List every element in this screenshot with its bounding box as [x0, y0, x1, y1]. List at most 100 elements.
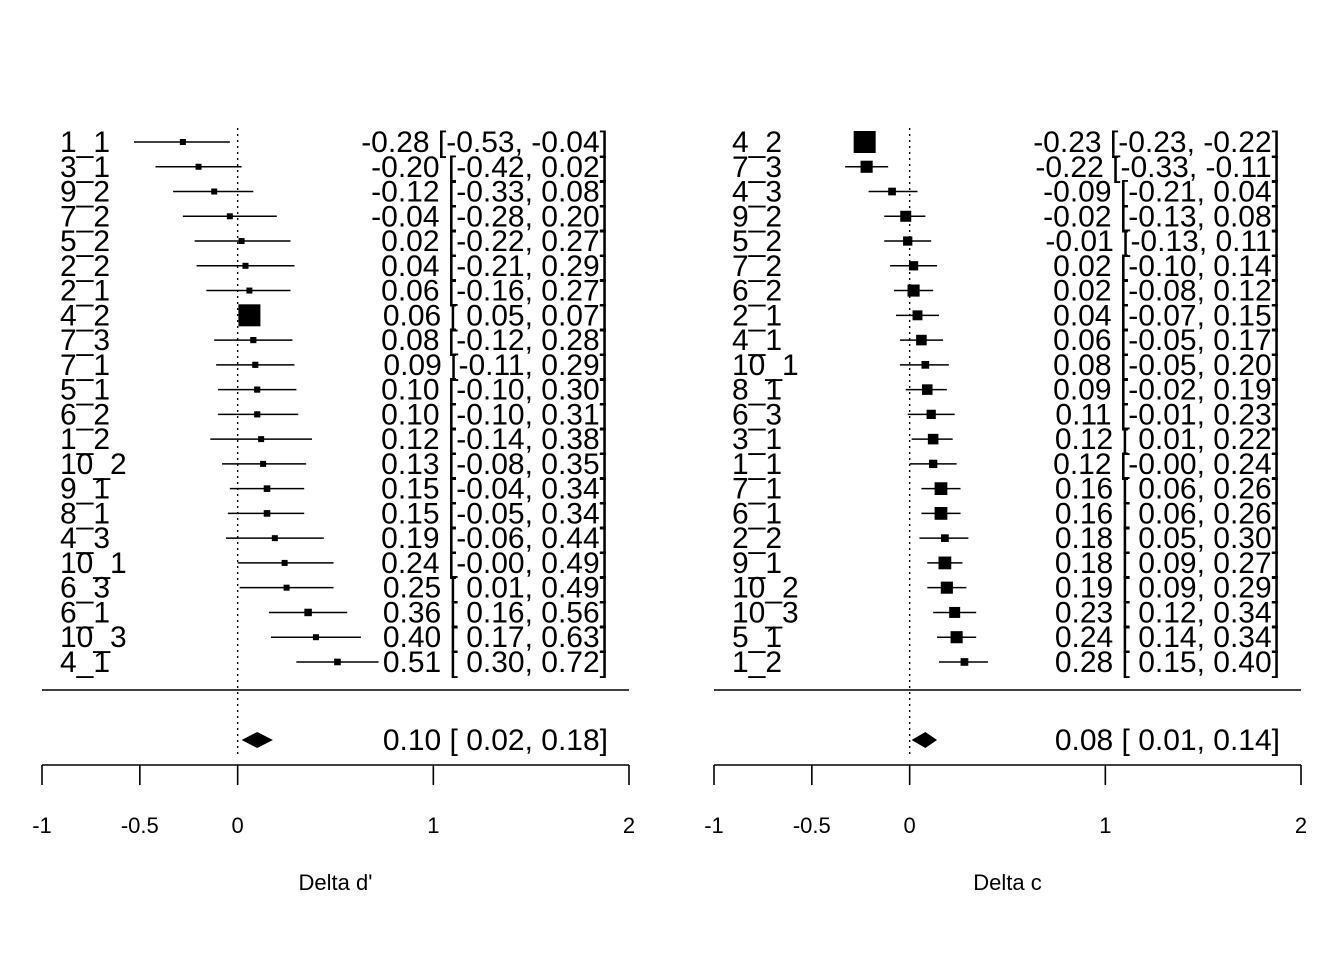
study-row: 2_1 0.06 [-0.16, 0.27]	[60, 275, 608, 308]
estimate-text: 0.08 [-0.05, 0.20]	[1053, 349, 1280, 382]
study-label: 6_3	[60, 572, 110, 605]
study-row: 2_2 0.18 [ 0.05, 0.30]	[732, 522, 1280, 555]
study-row: 4_3 0.19 [-0.06, 0.44]	[60, 522, 608, 555]
study-label: 4_1	[732, 324, 782, 357]
study-label: 9_1	[60, 473, 110, 506]
estimate-square	[912, 310, 923, 321]
estimate-square	[950, 631, 963, 644]
study-label: 6_3	[732, 398, 782, 431]
study-label: 6_2	[60, 398, 110, 431]
study-label: 6_1	[60, 596, 110, 629]
estimate-text: 0.13 [-0.08, 0.35]	[381, 448, 608, 481]
study-label: 10_2	[732, 572, 799, 605]
study-row: 2_2 0.04 [-0.21, 0.29]	[60, 250, 608, 283]
estimate-text: 0.24 [ 0.14, 0.34]	[1055, 621, 1280, 654]
estimate-text: 0.11 [-0.01, 0.23]	[1055, 398, 1280, 431]
estimate-text: 0.36 [ 0.16, 0.56]	[383, 596, 608, 629]
summary-text: 0.10 [ 0.02, 0.18]	[383, 724, 608, 757]
summary-diamond	[911, 732, 938, 748]
estimate-square	[926, 409, 936, 419]
study-label: 6_1	[732, 497, 782, 530]
study-row: 8_1 0.15 [-0.05, 0.34]	[60, 497, 608, 530]
estimate-text: 0.06 [ 0.05, 0.07]	[383, 299, 608, 332]
study-label: 9_1	[732, 547, 782, 580]
study-row: 4_3 -0.09 [-0.21, 0.04]	[732, 176, 1280, 209]
estimate-square	[271, 535, 278, 542]
study-row: 8_1 0.09 [-0.02, 0.19]	[732, 374, 1280, 407]
x-tick-label: -1	[704, 813, 724, 838]
estimate-text: 0.06 [-0.05, 0.17]	[1053, 324, 1280, 357]
estimate-text: -0.20 [-0.42, 0.02]	[371, 151, 608, 184]
study-row: 4_1 0.51 [ 0.30, 0.72]	[60, 646, 608, 679]
study-label: 2_2	[60, 250, 110, 283]
estimate-square	[960, 658, 969, 666]
estimate-square	[900, 210, 912, 222]
study-row: 9_2 -0.12 [-0.33, 0.08]	[60, 176, 608, 209]
study-row: 5_2 -0.01 [-0.13, 0.11]	[732, 225, 1280, 258]
study-label: 3_1	[732, 423, 782, 456]
estimate-text: -0.01 [-0.13, 0.11]	[1045, 225, 1280, 258]
x-tick-label: 1	[1099, 813, 1111, 838]
study-label: 1_1	[60, 126, 110, 159]
estimate-text: 0.12 [ 0.01, 0.22]	[1055, 423, 1280, 456]
study-label: 2_1	[732, 299, 782, 332]
estimate-text: 0.09 [-0.11, 0.29]	[383, 349, 608, 382]
estimate-square	[860, 160, 873, 173]
estimate-square	[907, 284, 920, 297]
study-row: 7_1 0.09 [-0.11, 0.29]	[60, 349, 608, 382]
study-label: 10_3	[732, 596, 799, 629]
study-row: 10_2 0.19 [ 0.09, 0.29]	[732, 572, 1280, 605]
study-row: 2_1 0.04 [-0.07, 0.15]	[732, 299, 1280, 332]
estimate-square	[940, 581, 953, 594]
study-label: 10_1	[60, 547, 127, 580]
estimate-square	[238, 238, 245, 245]
estimate-text: 0.02 [-0.22, 0.27]	[381, 225, 608, 258]
study-row: 5_1 0.24 [ 0.14, 0.34]	[732, 621, 1280, 654]
study-row: 6_1 0.16 [ 0.06, 0.26]	[732, 497, 1280, 530]
estimate-square	[304, 608, 312, 617]
study-row: 1_2 0.28 [ 0.15, 0.40]	[732, 646, 1280, 679]
estimate-square	[281, 559, 288, 566]
estimate-text: 0.08 [-0.12, 0.28]	[381, 324, 608, 357]
x-tick-label: -0.5	[121, 813, 159, 838]
study-label: 7_2	[732, 250, 782, 283]
study-row: 6_1 0.36 [ 0.16, 0.56]	[60, 596, 608, 629]
study-row: 1_1 -0.28 [-0.53, -0.04]	[60, 126, 608, 159]
estimate-text: 0.12 [-0.00, 0.24]	[1053, 448, 1280, 481]
estimate-square	[921, 360, 930, 369]
estimate-square	[254, 386, 261, 393]
estimate-square	[927, 433, 939, 445]
forest-panel-2: 4_2 -0.23 [-0.23, -0.22] 7_3 -0.22 [-0.33, …	[704, 126, 1307, 895]
study-label: 10_3	[60, 621, 127, 654]
estimate-square	[211, 188, 218, 195]
study-label: 7_1	[732, 473, 782, 506]
x-tick-label: -0.5	[793, 813, 831, 838]
estimate-text: 0.40 [ 0.17, 0.63]	[383, 621, 608, 654]
estimate-text: 0.10 [-0.10, 0.31]	[381, 398, 608, 431]
estimate-text: 0.04 [-0.21, 0.29]	[381, 250, 608, 283]
x-tick-label: 1	[427, 813, 439, 838]
estimate-text: -0.12 [-0.33, 0.08]	[371, 176, 608, 209]
study-row: 6_2 0.10 [-0.10, 0.31]	[60, 398, 608, 431]
estimate-text: 0.25 [ 0.01, 0.49]	[383, 572, 608, 605]
estimate-square	[260, 460, 267, 467]
study-row: 10_2 0.13 [-0.08, 0.35]	[60, 448, 608, 481]
estimate-text: 0.18 [ 0.09, 0.27]	[1055, 547, 1280, 580]
study-label: 1_1	[732, 448, 782, 481]
study-label: 1_2	[732, 646, 782, 679]
estimate-square	[934, 482, 948, 496]
estimate-square	[312, 634, 319, 641]
study-row: 7_3 0.08 [-0.12, 0.28]	[60, 324, 608, 357]
estimate-text: 0.19 [-0.06, 0.44]	[381, 522, 608, 555]
study-label: 5_1	[60, 374, 110, 407]
study-label: 9_2	[732, 200, 782, 233]
study-row: 10_1 0.24 [-0.00, 0.49]	[60, 547, 608, 580]
estimate-text: 0.24 [-0.00, 0.49]	[381, 547, 608, 580]
x-tick-label: 2	[1295, 813, 1307, 838]
estimate-square	[195, 163, 202, 170]
study-row: 7_2 0.02 [-0.10, 0.14]	[732, 250, 1280, 283]
study-label: 7_3	[732, 151, 782, 184]
study-label: 4_2	[60, 299, 110, 332]
estimate-text: 0.09 [-0.02, 0.19]	[1053, 374, 1280, 407]
study-label: 2_1	[60, 275, 110, 308]
